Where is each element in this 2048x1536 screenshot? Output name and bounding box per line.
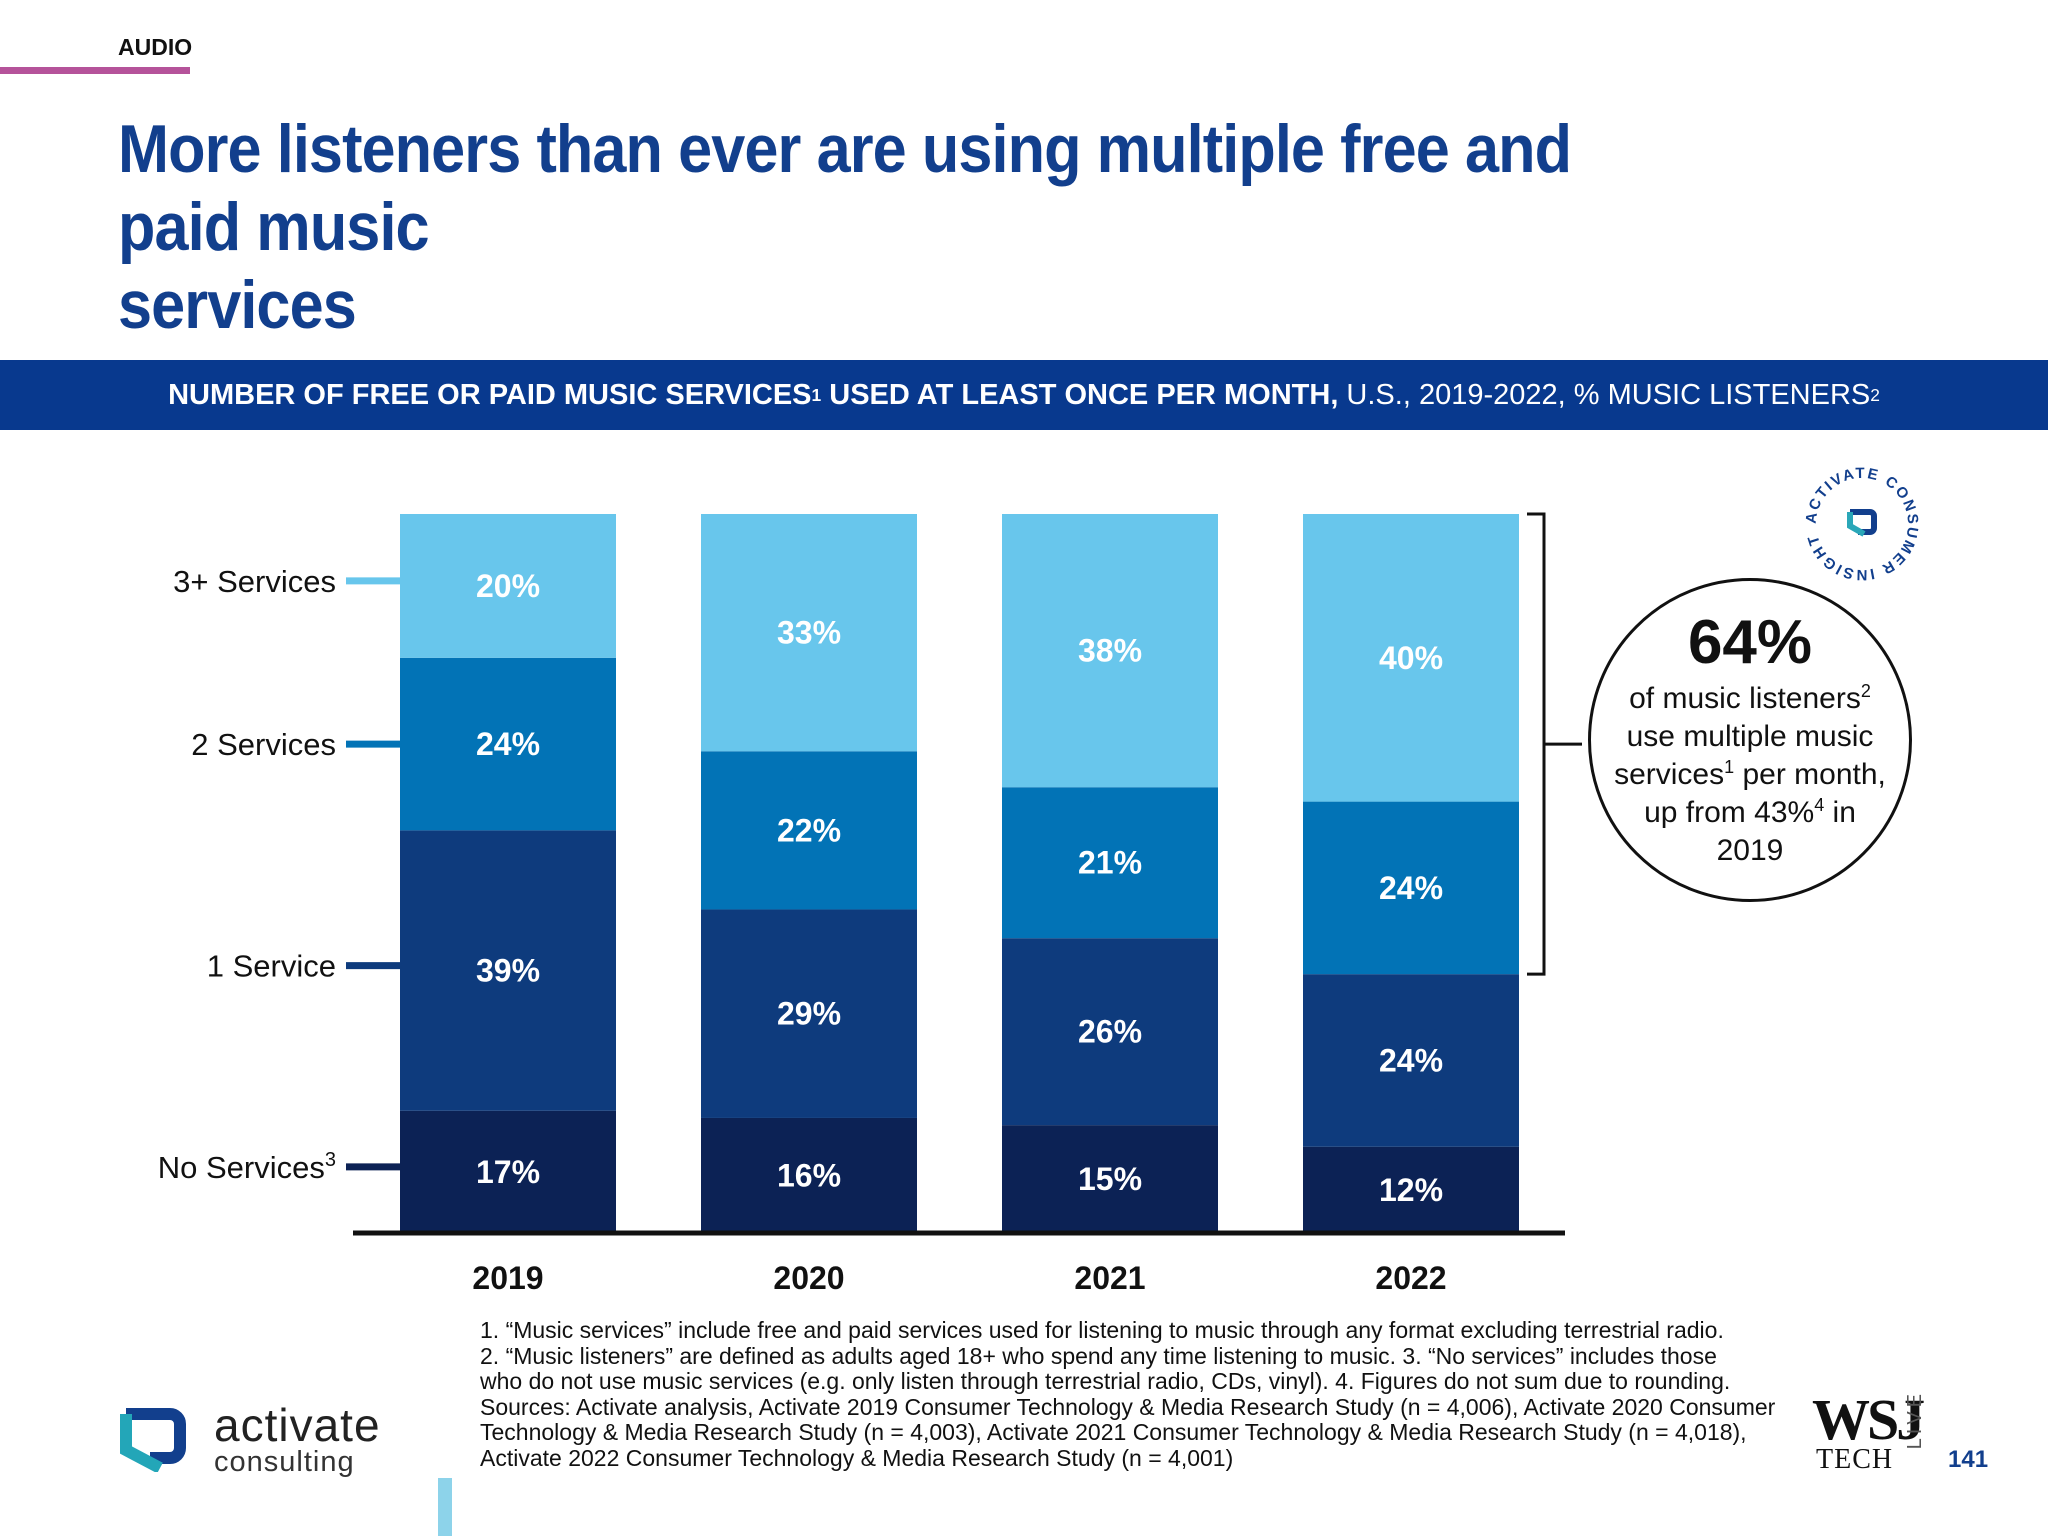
bar-segment (400, 514, 616, 658)
bar-segment (1303, 1146, 1519, 1233)
live-wordmark: LIVE (1904, 1390, 1926, 1450)
x-tick-label: 2019 (472, 1260, 543, 1296)
bar-segment (400, 830, 616, 1111)
bar-segment (1303, 801, 1519, 975)
bar-data-label: 24% (1379, 870, 1443, 906)
callout-line5: 2019 (1716, 834, 1784, 867)
bar-segment (400, 1110, 616, 1233)
banner-regular-text: U.S., 2019-2022, % MUSIC LISTENERS (1338, 378, 1871, 411)
badge-ring-text: ACTIVATE CONSUMER INSIGHT (1803, 465, 1920, 583)
series-label: No Services3 (158, 1149, 336, 1185)
bar-data-label: 33% (777, 615, 841, 651)
bar-data-label: 29% (777, 996, 841, 1032)
x-tick-label: 2022 (1375, 1260, 1446, 1296)
footnote-line: Technology & Media Research Study (n = 4… (480, 1419, 1747, 1445)
page-title-line2: services (118, 267, 357, 343)
badge-center-icon (1847, 509, 1877, 537)
callout-line4-sup: 4 (1814, 795, 1825, 815)
bar-segment (1002, 938, 1218, 1126)
bar-data-label: 40% (1379, 640, 1443, 676)
callout-text: of music listeners2 use multiple music s… (1600, 680, 1900, 870)
tech-wordmark: TECH (1816, 1444, 1894, 1475)
bar-segment (701, 751, 917, 910)
wsj-tech-live-logo: WSJ TECH LIVE (1812, 1386, 1926, 1486)
callout-circle: 64% of music listeners2 use multiple mus… (1588, 578, 1912, 902)
multi-service-bracket (1527, 512, 1582, 976)
activate-consumer-insight-badge: ACTIVATE CONSUMER INSIGHT (1803, 465, 1922, 583)
bar-data-label: 16% (777, 1157, 841, 1193)
svg-text:ACTIVATE CONSUMER INSIGHT: ACTIVATE CONSUMER INSIGHT (1803, 465, 1922, 583)
page-number: 141 (1948, 1446, 1989, 1473)
page-title: More listeners than ever are using multi… (118, 110, 1702, 344)
bar-data-label: 39% (476, 953, 540, 989)
x-tick-label: 2020 (773, 1260, 844, 1296)
activate-logo-icon (120, 1408, 186, 1472)
section-accent-rule (0, 67, 190, 74)
callout-line1-sup: 2 (1860, 681, 1871, 701)
bar-data-label: 20% (476, 568, 540, 604)
footer-accent-bar (438, 1478, 452, 1536)
series-label: 2 Services (191, 727, 336, 762)
bar-segment (1002, 1125, 1218, 1233)
bar-segment (1002, 514, 1218, 788)
bar-data-label: 26% (1078, 1014, 1142, 1050)
bar-data-label: 15% (1078, 1161, 1142, 1197)
callout-line4: up from 43% (1644, 796, 1815, 829)
callout-line4-rest: in (1824, 796, 1856, 829)
banner-bold-text-2: USED AT LEAST ONCE PER MONTH, (821, 378, 1339, 411)
footnotes: 1. “Music services” include free and pai… (480, 1317, 1800, 1471)
bar-data-label: 17% (476, 1154, 540, 1190)
bar-data-label: 12% (1379, 1172, 1443, 1208)
banner-bold-text: NUMBER OF FREE OR PAID MUSIC SERVICES (168, 378, 812, 411)
bar-segment (400, 657, 616, 831)
bar-segment (701, 909, 917, 1118)
callout-line2: use multiple music (1626, 720, 1874, 753)
callout-line3: services (1614, 758, 1725, 791)
bar-data-label: 38% (1078, 633, 1142, 669)
bar-data-label: 24% (1379, 1042, 1443, 1078)
page-title-line1: More listeners than ever are using multi… (118, 111, 1572, 265)
x-tick-label: 2021 (1074, 1260, 1145, 1296)
callout-line3-sup: 1 (1724, 757, 1735, 777)
series-label: 1 Service (207, 949, 336, 984)
chart-title-banner: NUMBER OF FREE OR PAID MUSIC SERVICES 1 U… (0, 360, 2048, 430)
bar-data-label: 21% (1078, 845, 1142, 881)
wsj-wordmark: WSJ (1812, 1387, 1925, 1452)
bar-segment (1002, 787, 1218, 939)
section-label: AUDIO (118, 34, 193, 60)
bar-data-label: 24% (476, 726, 540, 762)
footnote-line: who do not use music services (e.g. only… (480, 1368, 1731, 1394)
bar-segment (701, 1117, 917, 1233)
logo-word-consulting: consulting (214, 1446, 355, 1478)
footnote-line: 2. “Music listeners” are defined as adul… (480, 1342, 1717, 1369)
bar-segment (1303, 514, 1519, 802)
logo-word-activate: activate (214, 1399, 381, 1451)
bar-segment (1303, 974, 1519, 1147)
footnote-line: 1. “Music services” include free and pai… (480, 1317, 1724, 1343)
callout-line1: of music listeners (1629, 682, 1861, 715)
footnote-line: Sources: Activate analysis, Activate 201… (480, 1393, 1776, 1420)
bar-data-label: 22% (777, 812, 841, 848)
callout-percentage: 64% (1687, 608, 1813, 677)
footnote-line: Activate 2022 Consumer Technology & Medi… (480, 1444, 1234, 1471)
activate-consulting-logo: activate consulting (118, 1399, 418, 1482)
callout-line3-rest: per month, (1734, 758, 1886, 791)
series-label: 3+ Services (173, 564, 336, 599)
bar-segment (701, 514, 917, 752)
